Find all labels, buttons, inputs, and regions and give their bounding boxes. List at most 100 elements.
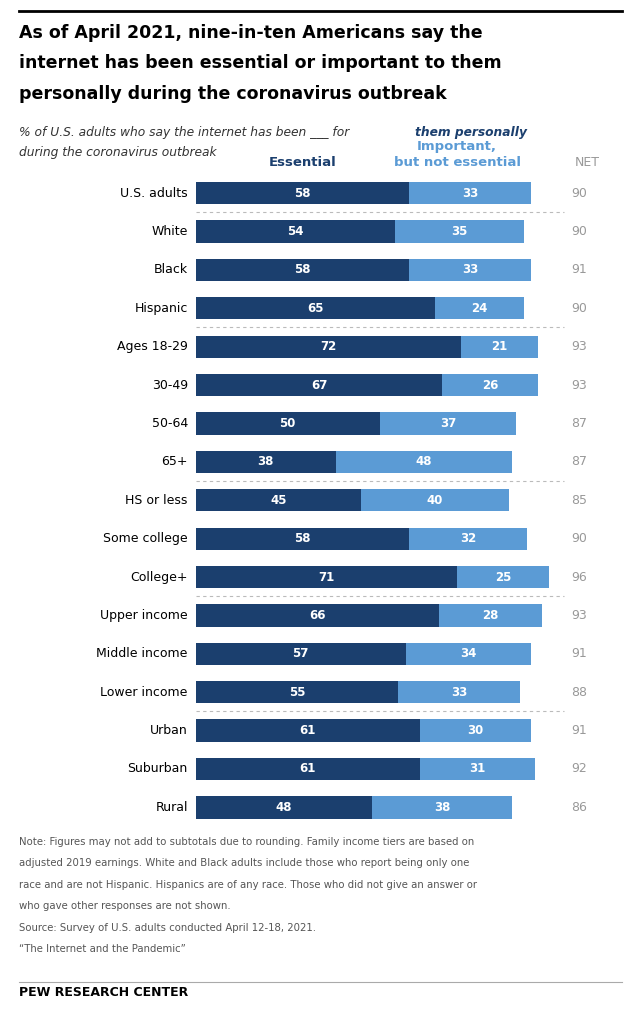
Text: 91: 91 bbox=[571, 263, 587, 276]
Text: 90: 90 bbox=[571, 186, 587, 199]
Text: 91: 91 bbox=[571, 648, 587, 660]
Bar bbox=[196, 451, 336, 473]
Text: 54: 54 bbox=[287, 225, 303, 238]
Text: 58: 58 bbox=[294, 263, 311, 276]
Text: 30: 30 bbox=[467, 724, 484, 738]
Text: 71: 71 bbox=[318, 571, 335, 583]
Text: PEW RESEARCH CENTER: PEW RESEARCH CENTER bbox=[19, 986, 188, 999]
Text: 90: 90 bbox=[571, 532, 587, 545]
Bar bbox=[442, 374, 538, 396]
Text: 85: 85 bbox=[571, 494, 587, 506]
Text: 35: 35 bbox=[451, 225, 467, 238]
Bar bbox=[196, 259, 409, 281]
Text: 37: 37 bbox=[440, 417, 456, 430]
Text: 90: 90 bbox=[571, 225, 587, 238]
Text: Lower income: Lower income bbox=[101, 685, 188, 699]
Text: 87: 87 bbox=[571, 417, 587, 430]
Text: 91: 91 bbox=[571, 724, 587, 738]
Text: 87: 87 bbox=[571, 455, 587, 469]
Text: Black: Black bbox=[154, 263, 188, 276]
Text: College+: College+ bbox=[130, 571, 188, 583]
Bar bbox=[196, 566, 457, 588]
Bar bbox=[196, 528, 409, 549]
Text: during the coronavirus outbreak: during the coronavirus outbreak bbox=[19, 146, 217, 160]
Text: 58: 58 bbox=[294, 186, 311, 199]
Text: 50: 50 bbox=[279, 417, 296, 430]
Bar bbox=[196, 182, 409, 205]
Bar bbox=[420, 758, 535, 781]
Bar bbox=[438, 605, 542, 626]
Text: Ages 18-29: Ages 18-29 bbox=[117, 341, 188, 353]
Text: 38: 38 bbox=[257, 455, 274, 469]
Text: 21: 21 bbox=[492, 341, 508, 353]
Text: 32: 32 bbox=[460, 532, 476, 545]
Text: HS or less: HS or less bbox=[126, 494, 188, 506]
Text: 31: 31 bbox=[469, 762, 486, 775]
Text: 25: 25 bbox=[495, 571, 512, 583]
Bar bbox=[394, 220, 524, 242]
Text: 38: 38 bbox=[434, 801, 451, 814]
Bar bbox=[196, 374, 442, 396]
Text: 48: 48 bbox=[416, 455, 432, 469]
Bar bbox=[196, 796, 372, 818]
Bar bbox=[372, 796, 512, 818]
Text: adjusted 2019 earnings. White and Black adults include those who report being on: adjusted 2019 earnings. White and Black … bbox=[19, 858, 470, 869]
Text: Essential: Essential bbox=[269, 155, 337, 169]
Text: White: White bbox=[151, 225, 188, 238]
Bar bbox=[196, 642, 406, 665]
Text: internet has been essential or important to them: internet has been essential or important… bbox=[19, 54, 502, 73]
Text: 57: 57 bbox=[292, 648, 309, 660]
Text: Note: Figures may not add to subtotals due to rounding. Family income tiers are : Note: Figures may not add to subtotals d… bbox=[19, 837, 474, 847]
Text: Rural: Rural bbox=[155, 801, 188, 814]
Bar bbox=[196, 758, 420, 781]
Text: Upper income: Upper income bbox=[100, 609, 188, 622]
Text: NET: NET bbox=[575, 155, 600, 169]
Bar bbox=[196, 719, 420, 742]
Text: 66: 66 bbox=[309, 609, 326, 622]
Bar bbox=[196, 412, 379, 435]
Text: 50-64: 50-64 bbox=[151, 417, 188, 430]
Text: Some college: Some college bbox=[103, 532, 188, 545]
Text: Source: Survey of U.S. adults conducted April 12-18, 2021.: Source: Survey of U.S. adults conducted … bbox=[19, 923, 316, 933]
Bar bbox=[196, 489, 362, 512]
Text: Suburban: Suburban bbox=[128, 762, 188, 775]
Text: 72: 72 bbox=[320, 341, 337, 353]
Text: 45: 45 bbox=[271, 494, 287, 506]
Text: 90: 90 bbox=[571, 302, 587, 315]
Text: 33: 33 bbox=[462, 186, 478, 199]
Text: 33: 33 bbox=[451, 685, 467, 699]
Bar bbox=[362, 489, 509, 512]
Bar bbox=[379, 412, 516, 435]
Text: “The Internet and the Pandemic”: “The Internet and the Pandemic” bbox=[19, 944, 186, 954]
Text: who gave other responses are not shown.: who gave other responses are not shown. bbox=[19, 901, 231, 911]
Text: them personally: them personally bbox=[415, 126, 528, 139]
Text: 67: 67 bbox=[311, 379, 327, 392]
Text: 86: 86 bbox=[571, 801, 587, 814]
Text: 93: 93 bbox=[571, 609, 587, 622]
Text: 93: 93 bbox=[571, 341, 587, 353]
Bar bbox=[409, 182, 531, 205]
Bar bbox=[196, 220, 394, 242]
Text: Important,
but not essential: Important, but not essential bbox=[394, 140, 520, 169]
Text: 58: 58 bbox=[294, 532, 311, 545]
Text: As of April 2021, nine-in-ten Americans say the: As of April 2021, nine-in-ten Americans … bbox=[19, 24, 483, 42]
Bar bbox=[406, 642, 531, 665]
Bar bbox=[196, 605, 438, 626]
Text: 92: 92 bbox=[571, 762, 587, 775]
Text: Middle income: Middle income bbox=[96, 648, 188, 660]
Text: 34: 34 bbox=[460, 648, 476, 660]
Bar bbox=[409, 259, 531, 281]
Text: race and are not Hispanic. Hispanics are of any race. Those who did not give an : race and are not Hispanic. Hispanics are… bbox=[19, 880, 478, 890]
Text: 40: 40 bbox=[427, 494, 444, 506]
Text: % of U.S. adults who say the internet has been ___ for: % of U.S. adults who say the internet ha… bbox=[19, 126, 353, 139]
Text: 28: 28 bbox=[482, 609, 499, 622]
Text: Urban: Urban bbox=[150, 724, 188, 738]
Bar bbox=[196, 297, 435, 319]
Bar bbox=[336, 451, 512, 473]
Text: personally during the coronavirus outbreak: personally during the coronavirus outbre… bbox=[19, 85, 447, 103]
Bar bbox=[461, 336, 538, 358]
Bar bbox=[196, 336, 461, 358]
Text: 93: 93 bbox=[571, 379, 587, 392]
Text: 65+: 65+ bbox=[162, 455, 188, 469]
Bar bbox=[409, 528, 527, 549]
